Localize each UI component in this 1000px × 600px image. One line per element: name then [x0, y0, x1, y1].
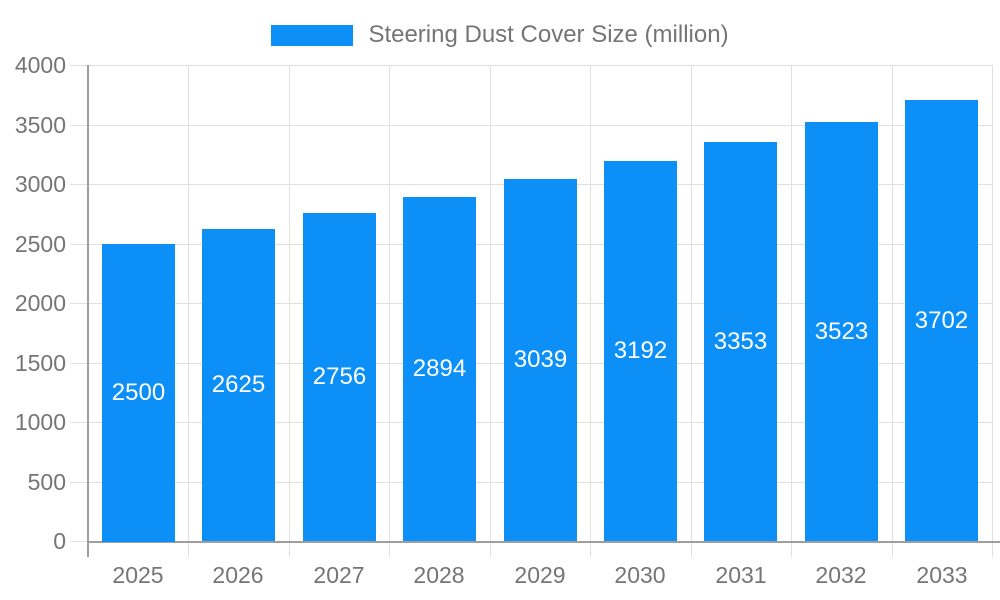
x-tick [289, 541, 290, 557]
bar: 3039 [504, 179, 577, 541]
bar-value-label: 3702 [914, 306, 969, 334]
bar-value-label: 3523 [814, 317, 869, 345]
bar: 3192 [604, 161, 677, 541]
y-tick [70, 541, 88, 542]
x-axis-label: 2033 [916, 562, 968, 588]
y-tick [70, 363, 88, 364]
x-gridline [389, 65, 390, 541]
x-gridline [289, 65, 290, 541]
bar-value-label: 2625 [211, 371, 266, 398]
bar: 2500 [102, 244, 175, 542]
y-tick [70, 422, 88, 423]
x-gridline [590, 65, 591, 541]
y-tick [70, 65, 88, 66]
bar-value-label: 2500 [111, 379, 166, 406]
x-axis-label: 2025 [112, 562, 164, 588]
y-axis-label: 2500 [14, 231, 66, 257]
bar: 3523 [805, 122, 878, 541]
legend: Steering Dust Cover Size (million) [0, 21, 1000, 49]
y-tick [70, 482, 88, 483]
y-axis-label: 3000 [14, 171, 66, 197]
y-tick [70, 184, 88, 185]
y-axis-label: 0 [53, 528, 66, 554]
x-tick [791, 541, 792, 557]
x-gridline [691, 65, 692, 541]
bar-value-label: 3039 [513, 346, 568, 373]
y-axis-label: 500 [27, 469, 66, 495]
x-axis-label: 2032 [815, 562, 867, 588]
bar-value-label: 2894 [412, 355, 467, 382]
bar-value-label: 3192 [613, 337, 668, 364]
x-tick [389, 541, 390, 557]
legend-swatch [271, 24, 354, 46]
x-gridline [892, 65, 893, 541]
y-gridline [88, 65, 992, 66]
y-tick [70, 244, 88, 245]
x-gridline [791, 65, 792, 541]
x-tick [892, 541, 893, 557]
y-axis-label: 3500 [14, 112, 66, 138]
y-axis-label: 1000 [14, 409, 66, 435]
x-axis-label: 2027 [313, 562, 365, 588]
x-axis-label: 2029 [514, 562, 566, 588]
y-tick [70, 125, 88, 126]
y-tick [70, 303, 88, 304]
x-gridline [490, 65, 491, 541]
x-axis-label: 2026 [212, 562, 264, 588]
x-tick [992, 541, 993, 557]
bar-value-label: 2756 [312, 363, 367, 390]
bar: 2894 [403, 197, 476, 541]
x-axis-label: 2031 [715, 562, 767, 588]
x-axis-label: 2030 [614, 562, 666, 588]
bar: 2756 [303, 213, 376, 541]
x-gridline [992, 65, 993, 541]
x-axis-label: 2028 [413, 562, 465, 588]
bar: 2625 [202, 229, 275, 541]
bar-value-label: 3353 [713, 327, 768, 355]
x-axis-line [88, 541, 1000, 543]
x-gridline [188, 65, 189, 541]
bar: 3702 [905, 100, 978, 541]
y-gridline [88, 125, 992, 126]
x-tick [691, 541, 692, 557]
y-axis-label: 1500 [14, 350, 66, 376]
y-axis-label: 2000 [14, 290, 66, 316]
y-axis-line [87, 65, 89, 557]
x-tick [490, 541, 491, 557]
y-axis-label: 4000 [14, 52, 66, 78]
legend-label: Steering Dust Cover Size (million) [368, 21, 729, 48]
bar: 3353 [704, 142, 777, 541]
x-tick [590, 541, 591, 557]
x-tick [188, 541, 189, 557]
